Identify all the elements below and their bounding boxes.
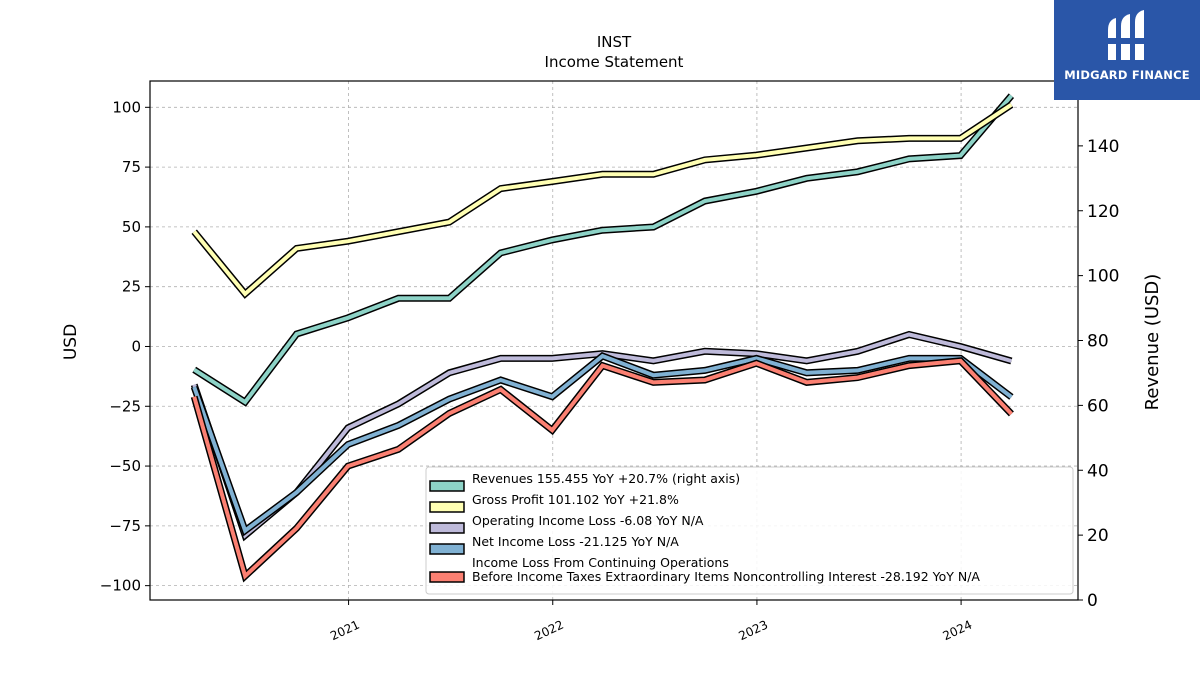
legend-swatch: [429, 522, 465, 534]
y-right-tick-label: 60: [1087, 396, 1109, 416]
legend-label: Before Income Taxes Extraordinary Items …: [472, 569, 980, 584]
series-lines: [190, 93, 1015, 583]
y-tick-label: −100: [100, 577, 141, 595]
brand-logo: MIDGARD FINANCE: [1054, 0, 1200, 100]
series-4: [190, 357, 1014, 583]
brand-mark-icon: [1106, 10, 1148, 60]
x-tick-label: 2021: [328, 618, 362, 644]
x-tick-label: 2023: [736, 618, 770, 644]
y-tick-label: −25: [109, 397, 141, 415]
y-tick-label: 100: [112, 98, 141, 116]
series-1: [191, 101, 1014, 299]
y-right-tick-label: 100: [1087, 267, 1119, 287]
y-tick-label: 0: [131, 337, 141, 355]
y-right-tick-label: 120: [1087, 202, 1119, 222]
y-axis-label-right: Revenue (USD): [1142, 274, 1163, 411]
brand-name: MIDGARD FINANCE: [1064, 68, 1190, 82]
legend-label: Operating Income Loss -6.08 YoY N/A: [472, 513, 704, 528]
series-line: [192, 358, 1013, 580]
y-right-tick-label: 20: [1087, 526, 1109, 546]
y-right-tick-label: 40: [1087, 461, 1109, 481]
legend-swatch: [429, 501, 465, 513]
series-0: [192, 93, 1015, 407]
y-tick-label: −75: [109, 517, 141, 535]
chart-title: INST: [597, 33, 632, 51]
legend-swatch: [429, 543, 465, 555]
series-line: [193, 94, 1013, 405]
y-right-tick-label: 140: [1087, 137, 1119, 157]
y-tick-label: 50: [122, 218, 141, 236]
y-right-tick-label: 80: [1087, 332, 1109, 352]
y-right-tick-label: 0: [1087, 591, 1098, 611]
series-line: [192, 353, 1013, 534]
legend: Revenues 155.455 YoY +20.7% (right axis)…: [425, 466, 1074, 595]
y-axis-label-left: USD: [61, 324, 81, 360]
legend-label: Income Loss From Continuing Operations: [472, 555, 729, 570]
y-tick-label: −50: [109, 457, 141, 475]
chart-subtitle: Income Statement: [545, 53, 684, 71]
x-tick-label: 2022: [532, 618, 566, 644]
legend-label: Gross Profit 101.102 YoY +21.8%: [472, 492, 679, 507]
series-3: [190, 352, 1014, 537]
legend-label: Net Income Loss -21.125 YoY N/A: [472, 534, 679, 549]
legend-swatch: [429, 480, 465, 492]
y-tick-label: 75: [122, 158, 141, 176]
y-tick-label: 25: [122, 278, 141, 296]
legend-label: Revenues 155.455 YoY +20.7% (right axis): [472, 471, 740, 486]
legend-box: [425, 466, 1074, 595]
legend-swatch: [429, 571, 465, 583]
x-tick-label: 2024: [941, 618, 975, 644]
series-line: [192, 103, 1013, 297]
series-line-outline: [191, 101, 1014, 299]
